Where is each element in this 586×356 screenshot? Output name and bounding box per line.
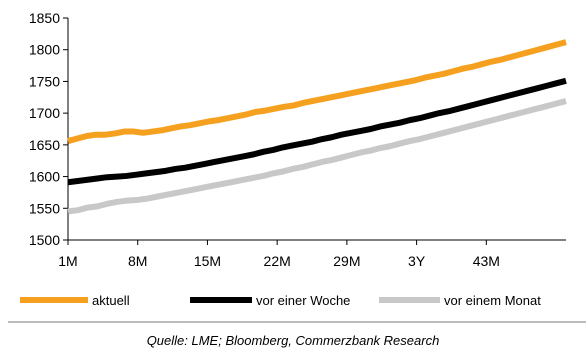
y-tick-label: 1550 [29, 200, 60, 216]
y-tick-label: 1500 [29, 232, 60, 248]
legend-label-2: vor einem Monat [444, 293, 541, 308]
plot-area [67, 39, 567, 215]
series-line-1 [67, 77, 567, 186]
y-axis: 1500 1550 1600 1650 1700 1750 1800 1850 [29, 10, 69, 248]
x-tick-label: 29M [333, 253, 360, 269]
y-tick-label: 1800 [29, 42, 60, 58]
legend: aktuell vor einer Woche vor einem Monat [20, 293, 541, 308]
y-tick-label: 1850 [29, 10, 60, 26]
x-tick-label: 8M [128, 253, 147, 269]
y-tick-label: 1650 [29, 137, 60, 153]
y-tick-label: 1600 [29, 169, 60, 185]
x-tick-label: 43M [473, 253, 500, 269]
y-tick-label: 1700 [29, 105, 60, 121]
y-tick-label: 1750 [29, 73, 60, 89]
x-tick-label: 3Y [408, 253, 426, 269]
x-tick-label: 22M [264, 253, 291, 269]
source-note: Quelle: LME; Bloomberg, Commerzbank Rese… [147, 333, 440, 348]
legend-label-1: vor einer Woche [256, 293, 350, 308]
legend-label-0: aktuell [92, 293, 130, 308]
series-line-0 [67, 39, 567, 144]
x-tick-label: 1M [58, 253, 77, 269]
series-line-2 [67, 98, 567, 215]
x-tick-label: 15M [194, 253, 221, 269]
x-axis: 1M 8M 15M 22M 29M 3Y 43M [58, 239, 566, 269]
